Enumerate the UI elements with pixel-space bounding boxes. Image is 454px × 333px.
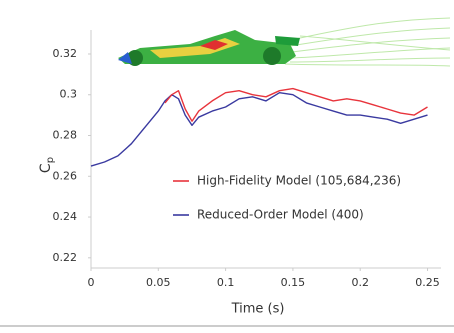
legend-label: Reduced-Order Model (400): [197, 208, 364, 222]
x-tick-label: 0: [88, 276, 95, 289]
x-axis-label: Time (s): [231, 302, 285, 317]
y-tick-label: 0.32: [53, 47, 78, 60]
series-line: [165, 89, 428, 122]
x-tick-label: 0.05: [146, 276, 171, 289]
y-axis-label-sub: p: [45, 157, 56, 163]
y-tick-label: 0.28: [53, 129, 78, 142]
series-line: [91, 93, 428, 166]
car-illustration: [118, 18, 450, 66]
x-tick-label: 0.15: [281, 276, 306, 289]
y-tick-label: 0.24: [53, 210, 78, 223]
y-tick-label: 0.26: [53, 169, 78, 182]
legend-label: High-Fidelity Model (105,684,236): [197, 174, 401, 188]
chart: Time (s) Cp 0.220.240.260.280.30.3200.05…: [0, 0, 454, 333]
x-tick-label: 0.25: [415, 276, 440, 289]
x-tick-label: 0.2: [351, 276, 369, 289]
y-tick-label: 0.22: [53, 251, 78, 264]
x-tick-label: 0.1: [217, 276, 235, 289]
y-tick-label: 0.3: [60, 88, 78, 101]
